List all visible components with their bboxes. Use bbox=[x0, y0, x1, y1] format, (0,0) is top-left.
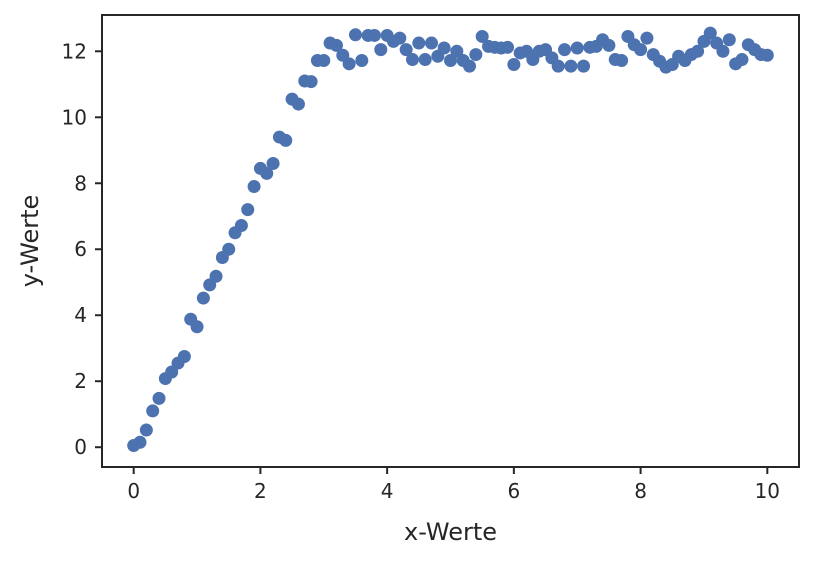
y-tick-label: 6 bbox=[74, 237, 87, 261]
data-point bbox=[348, 28, 362, 42]
data-point bbox=[291, 97, 305, 111]
data-point bbox=[602, 38, 616, 52]
data-point bbox=[716, 44, 730, 58]
data-point bbox=[146, 404, 160, 418]
data-point bbox=[196, 291, 210, 305]
data-point bbox=[355, 54, 369, 68]
data-point bbox=[577, 59, 591, 73]
data-point bbox=[152, 391, 166, 405]
x-tick-label: 10 bbox=[755, 479, 780, 503]
data-point bbox=[260, 166, 274, 180]
y-tick-label: 0 bbox=[74, 435, 87, 459]
y-tick-label: 8 bbox=[74, 171, 87, 195]
data-point bbox=[450, 44, 464, 58]
data-point bbox=[424, 36, 438, 50]
data-point bbox=[367, 28, 381, 42]
y-tick-label: 10 bbox=[62, 105, 87, 129]
data-point bbox=[564, 59, 578, 73]
data-point bbox=[551, 59, 565, 73]
y-tick-label: 2 bbox=[74, 369, 87, 393]
data-point bbox=[444, 54, 457, 68]
points-layer bbox=[127, 26, 774, 453]
data-point bbox=[558, 43, 572, 57]
data-point bbox=[760, 48, 774, 62]
data-point bbox=[469, 48, 483, 62]
data-point bbox=[735, 53, 749, 67]
y-axis-title: y-Werte bbox=[16, 195, 44, 288]
data-point bbox=[615, 54, 629, 68]
data-point bbox=[374, 43, 388, 57]
data-point bbox=[266, 156, 280, 170]
data-point bbox=[342, 57, 356, 71]
data-point bbox=[317, 54, 331, 68]
data-point bbox=[507, 57, 521, 71]
data-point bbox=[209, 269, 223, 283]
data-point bbox=[722, 33, 736, 47]
data-point bbox=[463, 59, 477, 73]
ticks-layer: 0 2 4 6 8 10 0 2 4 6 8 10 12 bbox=[62, 39, 780, 503]
y-tick-label: 12 bbox=[62, 39, 87, 63]
data-point bbox=[640, 31, 654, 45]
x-tick-label: 2 bbox=[254, 479, 267, 503]
x-tick-label: 8 bbox=[634, 479, 647, 503]
x-tick-label: 4 bbox=[381, 479, 394, 503]
data-point bbox=[234, 218, 248, 232]
data-point bbox=[412, 36, 426, 50]
data-point bbox=[247, 180, 261, 194]
x-tick-label: 0 bbox=[127, 479, 140, 503]
data-point bbox=[634, 43, 648, 57]
y-tick-label: 4 bbox=[74, 303, 87, 327]
data-point bbox=[177, 349, 191, 363]
data-point bbox=[399, 43, 413, 57]
data-point bbox=[501, 40, 515, 54]
data-point bbox=[241, 203, 255, 217]
data-point bbox=[329, 38, 343, 52]
data-point bbox=[393, 31, 407, 45]
data-point bbox=[437, 41, 451, 55]
data-point bbox=[304, 75, 318, 89]
data-point bbox=[475, 29, 489, 43]
data-point bbox=[570, 41, 584, 55]
plot-frame bbox=[101, 14, 800, 468]
data-point bbox=[279, 133, 293, 147]
data-point bbox=[222, 242, 236, 256]
data-point bbox=[418, 53, 432, 67]
x-tick-label: 6 bbox=[507, 479, 520, 503]
data-point bbox=[133, 435, 147, 449]
data-point bbox=[190, 320, 204, 334]
data-point bbox=[405, 53, 419, 67]
data-point bbox=[691, 44, 705, 58]
data-point bbox=[703, 26, 717, 40]
x-axis-title: x-Werte bbox=[404, 518, 497, 546]
data-point bbox=[139, 423, 153, 437]
